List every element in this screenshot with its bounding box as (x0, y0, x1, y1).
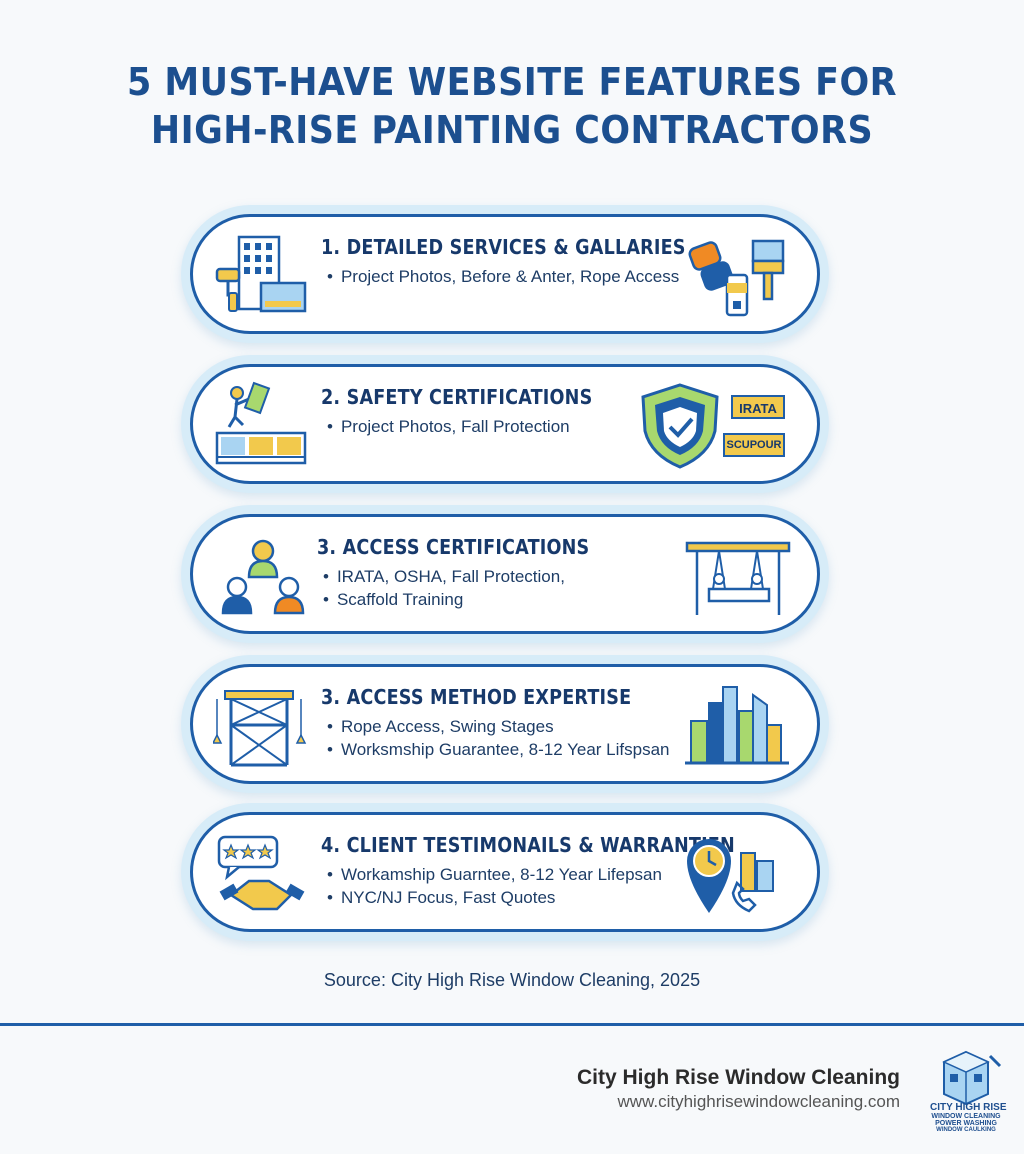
card-3-bullet-2: Scaffold Training (323, 588, 627, 611)
logo-line-4: WINDOW CAULKING (936, 1127, 996, 1133)
card-1-bullet-1: Project Photos, Before & Anter, Rope Acc… (327, 265, 735, 288)
team-users-icon (221, 539, 305, 615)
certification-badge: SCUPOUR (723, 433, 785, 457)
card-4-heading: 3. ACCESS METHOD EXPERTISE (321, 685, 632, 709)
building-paint-roller-icon (215, 235, 307, 313)
location-clock-phone-icon (687, 839, 774, 913)
title-line-2: HIGH-RISE PAINTING CONTRACTORS (150, 108, 874, 152)
shield-check-icon (641, 383, 719, 469)
worker-on-scaffold-icon (215, 381, 307, 465)
card-3-bullet-1: IRATA, OSHA, Fall Protection, (323, 565, 627, 588)
card-4-bullet-2: Worksmship Guarantee, 8-12 Year Lifspsan (327, 738, 674, 761)
feature-card-5: 4. CLIENT TESTIMONAILS & WARRANTIEN Work… (190, 812, 820, 932)
card-5-bullet-2: NYC/NJ Focus, Fast Quotes (327, 886, 791, 909)
feature-card-4: 3. ACCESS METHOD EXPERTISE Rope Access, … (190, 664, 820, 784)
logo-line-3: POWER WASHING (935, 1120, 997, 1127)
page-title: 5 MUST-HAVE WEBSITE FEATURES FOR HIGH-RI… (41, 58, 983, 154)
card-5-bullet-1: Workamship Guarntee, 8-12 Year Lifepsan (327, 863, 791, 886)
swing-stage-icon (685, 541, 791, 615)
shield-check-badges-icon: IRATA SCUPOUR (635, 381, 787, 469)
company-logo: CITY HIGH RISE WINDOW CLEANING POWER WAS… (930, 1050, 1007, 1134)
card-3-heading: 3. ACCESS CERTIFICATIONS (317, 535, 590, 559)
title-line-1: 5 MUST-HAVE WEBSITE FEATURES FOR (126, 60, 898, 104)
brand-url[interactable]: www.cityhighrisewindowcleaning.com (617, 1092, 900, 1111)
brand-name: City High Rise Window Cleaning (577, 1066, 900, 1089)
feature-card-2: 2. SAFETY CERTIFICATIONS Project Photos,… (190, 364, 820, 484)
footer-divider (0, 1023, 1024, 1026)
city-skyline-icon (685, 686, 789, 765)
logo-line-1: CITY HIGH RISE (930, 1102, 1007, 1113)
irata-badge: IRATA (731, 395, 785, 419)
paint-brush-roller-icon (688, 239, 785, 317)
building-logo-icon (942, 1050, 1002, 1106)
card-4-bullet-1: Rope Access, Swing Stages (327, 715, 674, 738)
scaffold-frame-icon (213, 690, 307, 767)
feature-card-1: 1. DETAILED SERVICES & GALLARIES Project… (190, 214, 820, 334)
source-caption: Source: City High Rise Window Cleaning, … (323, 970, 701, 990)
feature-card-3: 3. ACCESS CERTIFICATIONS IRATA, OSHA, Fa… (190, 514, 820, 634)
card-2-bullet-1: Project Photos, Fall Protection (327, 415, 629, 438)
card-1-heading: 1. DETAILED SERVICES & GALLARIES (321, 235, 686, 259)
star-review-handshake-icon (217, 835, 305, 911)
card-5-heading: 4. CLIENT TESTIMONAILS & WARRANTIEN (321, 833, 735, 857)
logo-line-2: WINDOW CLEANING (931, 1113, 1001, 1120)
card-2-heading: 2. SAFETY CERTIFICATIONS (321, 385, 593, 409)
